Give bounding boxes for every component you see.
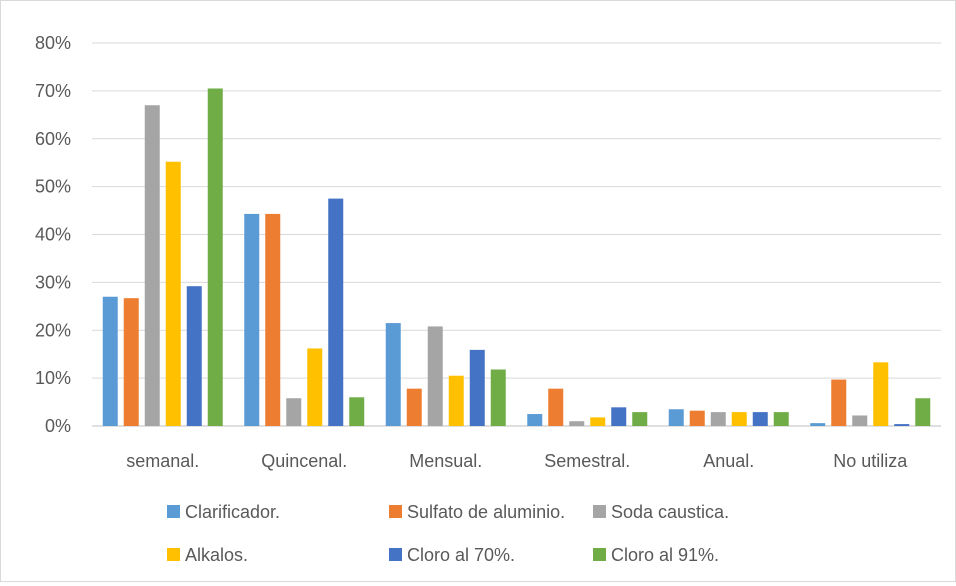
y-tick-label: 50% — [35, 177, 71, 197]
legend: Clarificador. Sulfato de aluminio. Soda ca… — [167, 502, 729, 565]
legend-label: Sulfato de aluminio. — [407, 502, 565, 522]
bar-3-5 — [632, 412, 648, 426]
bar-2-5 — [490, 369, 506, 426]
bar-1-5 — [349, 397, 365, 426]
bars — [102, 88, 931, 427]
bar-4-1 — [689, 410, 705, 426]
y-tick-label: 20% — [35, 320, 71, 340]
legend-swatch — [593, 548, 606, 561]
bar-5-0 — [810, 423, 826, 426]
legend-label: Cloro al 91%. — [611, 545, 719, 565]
bar-0-1 — [123, 298, 139, 426]
bar-4-2 — [710, 412, 726, 426]
bar-4-3 — [731, 412, 747, 426]
y-tick-label: 30% — [35, 272, 71, 292]
bar-4-5 — [773, 412, 789, 426]
bar-1-4 — [328, 198, 344, 426]
legend-label: Soda caustica. — [611, 502, 729, 522]
bar-0-3 — [165, 161, 181, 427]
category-label: semanal. — [126, 451, 199, 471]
bar-1-0 — [244, 213, 260, 426]
bar-5-4 — [894, 424, 910, 426]
bar-0-4 — [186, 286, 202, 426]
legend-label: Clarificador. — [185, 502, 280, 522]
bar-3-2 — [569, 421, 585, 426]
legend-swatch — [167, 505, 180, 518]
bar-5-1 — [831, 379, 847, 426]
bar-1-2 — [286, 398, 302, 426]
bar-3-3 — [590, 417, 606, 426]
bar-2-1 — [406, 388, 422, 426]
bar-3-0 — [527, 414, 543, 426]
bar-3-4 — [611, 407, 627, 426]
legend-swatch — [167, 548, 180, 561]
bar-2-3 — [448, 375, 464, 426]
bar-4-4 — [752, 412, 768, 426]
bar-3-1 — [548, 388, 564, 426]
bar-5-3 — [873, 362, 889, 426]
y-tick-label: 70% — [35, 81, 71, 101]
bar-5-5 — [915, 398, 931, 426]
category-label: Mensual. — [409, 451, 482, 471]
legend-swatch — [389, 548, 402, 561]
bar-0-5 — [207, 88, 223, 426]
bar-5-2 — [852, 415, 868, 426]
bar-0-0 — [102, 296, 118, 426]
y-tick-label: 40% — [35, 225, 71, 245]
y-tick-label: 0% — [45, 416, 71, 436]
bar-1-1 — [265, 213, 281, 426]
legend-swatch — [389, 505, 402, 518]
x-axis-categories: semanal. Quincenal. Mensual. Semestral. Anua… — [126, 451, 908, 471]
y-tick-label: 10% — [35, 368, 71, 388]
bar-1-3 — [307, 348, 323, 426]
gridlines — [92, 42, 941, 427]
category-label: Quincenal. — [261, 451, 347, 471]
bar-2-2 — [427, 326, 443, 426]
y-axis-ticks: 0% 10% 20% 30% 40% 50% 60% 70% 80% — [35, 33, 71, 436]
bar-2-4 — [469, 349, 485, 426]
y-tick-label: 60% — [35, 129, 71, 149]
bar-0-2 — [144, 105, 160, 427]
y-tick-label: 80% — [35, 33, 71, 53]
legend-swatch — [593, 505, 606, 518]
category-label: Anual. — [703, 451, 754, 471]
bar-4-0 — [668, 409, 684, 426]
category-label: Semestral. — [544, 451, 630, 471]
bar-2-0 — [385, 323, 401, 426]
legend-label: Cloro al 70%. — [407, 545, 515, 565]
category-label: No utiliza — [833, 451, 908, 471]
legend-label: Alkalos. — [185, 545, 248, 565]
